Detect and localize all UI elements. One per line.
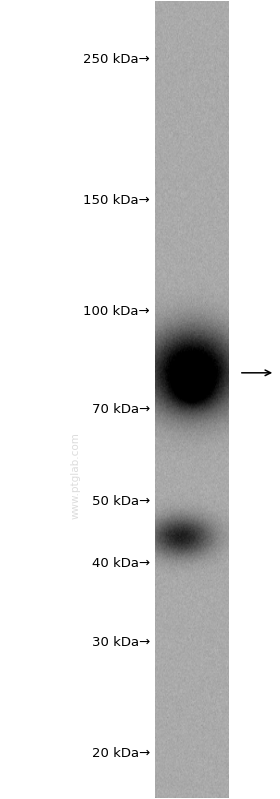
Text: 20 kDa→: 20 kDa→ (92, 747, 150, 760)
Text: 30 kDa→: 30 kDa→ (92, 636, 150, 649)
Text: 70 kDa→: 70 kDa→ (92, 403, 150, 416)
Text: www.ptglab.com: www.ptglab.com (71, 432, 81, 519)
Text: 250 kDa→: 250 kDa→ (83, 54, 150, 66)
Text: 150 kDa→: 150 kDa→ (83, 193, 150, 207)
Text: 100 kDa→: 100 kDa→ (83, 305, 150, 318)
Text: 40 kDa→: 40 kDa→ (92, 557, 150, 570)
Text: 50 kDa→: 50 kDa→ (92, 495, 150, 508)
